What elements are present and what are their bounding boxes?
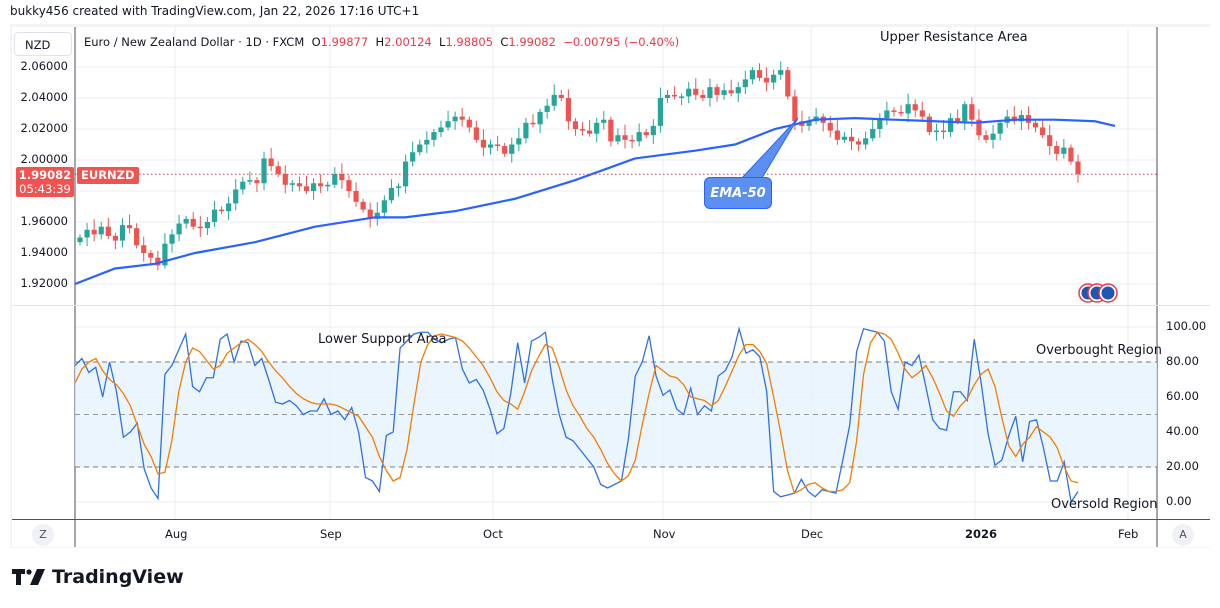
legend-change: −0.00795 (−0.40%) (563, 35, 680, 49)
osc-tick-label: 80.00 (1166, 354, 1199, 368)
legend-open: 1.99877 (320, 35, 369, 49)
time-tick-label: 2026 (965, 527, 998, 541)
legend-title: Euro / New Zealand Dollar · 1D · FXCM (84, 35, 305, 49)
osc-left-gutter (12, 306, 74, 519)
osc-tick-label: 60.00 (1166, 389, 1199, 403)
upper-resistance-label[interactable]: Upper Resistance Area (880, 30, 1028, 45)
osc-axis-right[interactable] (1158, 306, 1210, 519)
osc-tick-label: 20.00 (1166, 459, 1199, 473)
time-axis[interactable] (12, 520, 1210, 547)
legend-low: 1.98805 (445, 35, 494, 49)
time-tick-label: Sep (320, 527, 342, 541)
osc-tick-label: 100.00 (1166, 319, 1207, 333)
time-tick-label: Oct (483, 527, 503, 541)
price-tick-label: 1.94000 (20, 245, 68, 259)
chart-credit: bukky456 created with TradingView.com, J… (10, 4, 420, 18)
auto-scale-button[interactable]: A (1172, 524, 1194, 546)
overbought-label[interactable]: Overbought Region (1036, 343, 1162, 358)
lower-support-label[interactable]: Lower Support Area (318, 332, 447, 347)
legend-high: 2.00124 (384, 35, 432, 49)
bar-countdown: 05:43:39 (19, 182, 71, 196)
price-axis-right (1158, 27, 1210, 305)
ema-50-callout[interactable]: EMA-50 (704, 177, 772, 209)
legend-close: 1.99082 (508, 35, 556, 49)
time-tick-label: Aug (165, 527, 188, 541)
osc-tick-label: 0.00 (1166, 494, 1192, 508)
time-tick-label: Dec (801, 527, 824, 541)
tradingview-logo-icon (12, 569, 45, 585)
time-tick-label: Nov (653, 527, 676, 541)
time-tick-label: Feb (1118, 527, 1139, 541)
currency-unit-button[interactable]: NZD (14, 32, 72, 56)
oversold-label[interactable]: Oversold Region (1051, 497, 1158, 512)
symbol-price-label: EURNZD (77, 167, 139, 184)
price-tick-label: 2.02000 (20, 121, 68, 135)
logo-text: TradingView (52, 566, 184, 588)
price-tick-label: 2.00000 (20, 152, 68, 166)
current-price-tag: 1.99082 05:43:39 (16, 167, 74, 197)
current-price-value: 1.99082 (18, 168, 72, 182)
osc-tick-label: 40.00 (1166, 424, 1199, 438)
price-axis-left[interactable] (12, 27, 74, 305)
price-tick-label: 2.04000 (20, 90, 68, 104)
price-tick-label: 2.06000 (20, 59, 68, 73)
zoom-button[interactable]: Z (32, 524, 54, 546)
tradingview-logo: TradingView (12, 566, 184, 588)
symbol-legend: Euro / New Zealand Dollar · 1D · FXCM O1… (84, 35, 680, 49)
price-tick-label: 1.96000 (20, 214, 68, 228)
price-tick-label: 1.92000 (20, 276, 68, 290)
